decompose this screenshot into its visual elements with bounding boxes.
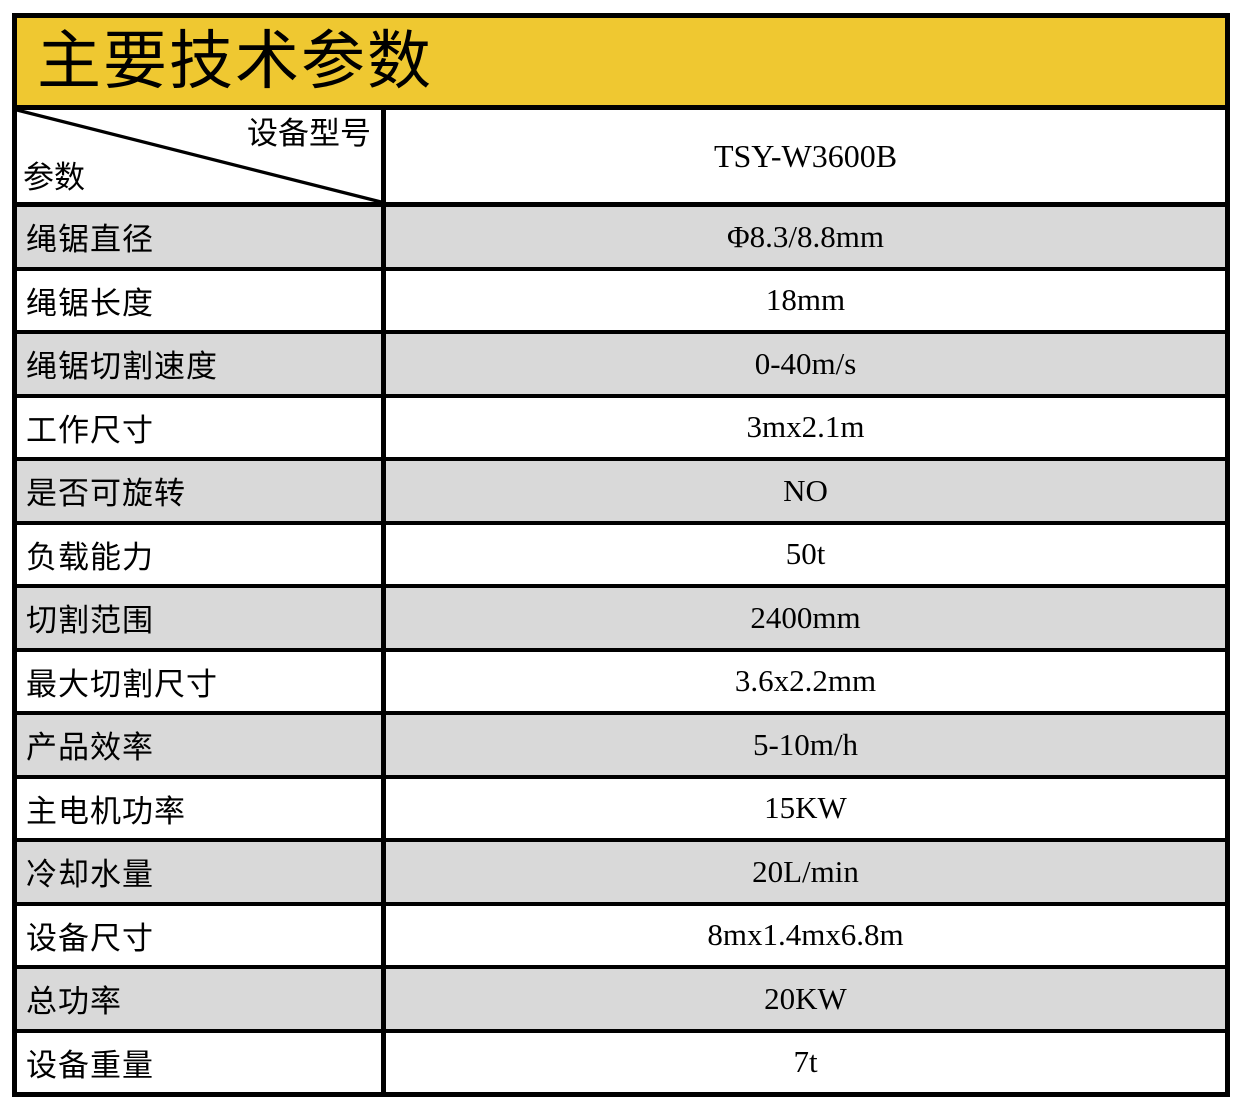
row-value: 50t bbox=[785, 536, 826, 572]
header-corner-cell: 设备型号 参数 bbox=[17, 110, 386, 202]
row-value: 8mx1.4mx6.8m bbox=[707, 917, 904, 953]
row-label: 设备尺寸 bbox=[17, 905, 386, 965]
table-row: 绳锯直径 Φ8.3/8.8mm bbox=[17, 207, 1225, 267]
row-label: 最大切割尺寸 bbox=[17, 651, 386, 711]
row-label: 绳锯直径 bbox=[17, 207, 386, 267]
row-value: 3mx2.1m bbox=[746, 409, 865, 445]
row-label: 设备重量 bbox=[17, 1032, 386, 1092]
row-value: 2400mm bbox=[750, 599, 861, 635]
table-row: 切割范围 2400mm bbox=[17, 584, 1225, 648]
title-banner: 主要技术参数 bbox=[17, 18, 1225, 110]
row-value: 5-10m/h bbox=[752, 726, 859, 762]
device-model-value: TSY-W3600B bbox=[713, 137, 898, 174]
row-value: 7t bbox=[793, 1044, 818, 1080]
row-label: 总功率 bbox=[17, 969, 386, 1029]
table-row: 绳锯切割速度 0-40m/s bbox=[17, 330, 1225, 394]
table-header-row: 设备型号 参数 TSY-W3600B bbox=[17, 110, 1225, 207]
row-value: NO bbox=[783, 472, 828, 508]
table-row: 设备尺寸 8mx1.4mx6.8m bbox=[17, 901, 1225, 965]
row-label: 主电机功率 bbox=[17, 778, 386, 838]
row-value: 0-40m/s bbox=[754, 345, 857, 381]
row-label: 绳锯切割速度 bbox=[17, 334, 386, 394]
table-row: 主电机功率 15KW bbox=[17, 774, 1225, 838]
row-label: 工作尺寸 bbox=[17, 397, 386, 457]
header-corner-top-label: 设备型号 bbox=[247, 116, 371, 151]
table-row: 负载能力 50t bbox=[17, 520, 1225, 584]
row-value: 20KW bbox=[764, 980, 847, 1016]
page-title: 主要技术参数 bbox=[37, 25, 433, 97]
spec-table: 主要技术参数 设备型号 参数 TSY-W3600B 绳锯直径 Φ8.3/8.8m… bbox=[12, 13, 1230, 1097]
row-label: 是否可旋转 bbox=[17, 461, 386, 521]
table-row: 总功率 20KW bbox=[17, 965, 1225, 1029]
table-row: 是否可旋转 NO bbox=[17, 457, 1225, 521]
row-label: 绳锯长度 bbox=[17, 270, 386, 330]
row-value: 20L/min bbox=[752, 853, 859, 889]
table-row: 绳锯长度 18mm bbox=[17, 266, 1225, 330]
row-value: 18mm bbox=[765, 282, 846, 318]
row-label: 切割范围 bbox=[17, 588, 386, 648]
table-row: 产品效率 5-10m/h bbox=[17, 711, 1225, 775]
row-label: 产品效率 bbox=[17, 715, 386, 775]
table-row: 最大切割尺寸 3.6x2.2mm bbox=[17, 647, 1225, 711]
diagonal-divider-line bbox=[17, 110, 381, 202]
table-body: 绳锯直径 Φ8.3/8.8mm 绳锯长度 18mm 绳锯切割速度 0-40m/s… bbox=[17, 207, 1225, 1092]
table-row: 冷却水量 20L/min bbox=[17, 838, 1225, 902]
row-label: 冷却水量 bbox=[17, 842, 386, 902]
row-value: 3.6x2.2mm bbox=[734, 663, 877, 699]
row-value: Φ8.3/8.8mm bbox=[727, 218, 884, 254]
table-row: 工作尺寸 3mx2.1m bbox=[17, 393, 1225, 457]
header-corner-bottom-label: 参数 bbox=[23, 159, 85, 195]
row-label: 负载能力 bbox=[17, 524, 386, 584]
row-value: 15KW bbox=[764, 790, 847, 826]
table-row: 设备重量 7t bbox=[17, 1028, 1225, 1092]
